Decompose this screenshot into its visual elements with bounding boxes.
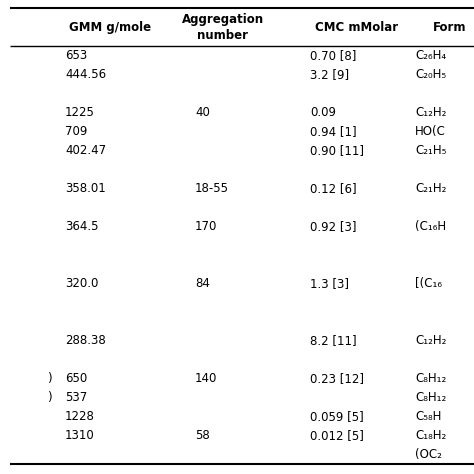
Text: 18-55: 18-55 bbox=[195, 182, 229, 195]
Text: 402.47: 402.47 bbox=[65, 144, 106, 157]
Text: 1310: 1310 bbox=[65, 429, 95, 442]
Text: 1.3 [3]: 1.3 [3] bbox=[310, 277, 349, 290]
Text: 3.2 [9]: 3.2 [9] bbox=[310, 68, 349, 81]
Text: 1228: 1228 bbox=[65, 410, 95, 423]
Text: Form: Form bbox=[433, 20, 467, 34]
Text: C₈H₁₂: C₈H₁₂ bbox=[415, 372, 446, 385]
Text: C₁₈H₂: C₁₈H₂ bbox=[415, 429, 446, 442]
Text: 288.38: 288.38 bbox=[65, 334, 106, 347]
Text: 537: 537 bbox=[65, 391, 87, 404]
Text: 0.012 [5]: 0.012 [5] bbox=[310, 429, 364, 442]
Text: 358.01: 358.01 bbox=[65, 182, 106, 195]
Text: 0.94 [1]: 0.94 [1] bbox=[310, 125, 356, 138]
Text: GMM g/mole: GMM g/mole bbox=[69, 20, 151, 34]
Text: 650: 650 bbox=[65, 372, 87, 385]
Text: 58: 58 bbox=[195, 429, 210, 442]
Text: 0.12 [6]: 0.12 [6] bbox=[310, 182, 356, 195]
Text: 1225: 1225 bbox=[65, 106, 95, 119]
Text: 364.5: 364.5 bbox=[65, 220, 99, 233]
Text: HO(C: HO(C bbox=[415, 125, 446, 138]
Text: Aggregation
number: Aggregation number bbox=[182, 12, 264, 42]
Text: 0.90 [11]: 0.90 [11] bbox=[310, 144, 364, 157]
Text: 170: 170 bbox=[195, 220, 218, 233]
Text: C₂₁H₅: C₂₁H₅ bbox=[415, 144, 447, 157]
Text: 140: 140 bbox=[195, 372, 218, 385]
Text: 0.09: 0.09 bbox=[310, 106, 336, 119]
Text: 709: 709 bbox=[65, 125, 87, 138]
Text: C₁₂H₂: C₁₂H₂ bbox=[415, 106, 447, 119]
Text: 0.70 [8]: 0.70 [8] bbox=[310, 49, 356, 62]
Text: ): ) bbox=[47, 391, 52, 404]
Text: ): ) bbox=[47, 372, 52, 385]
Text: 320.0: 320.0 bbox=[65, 277, 99, 290]
Text: (C₁₆H: (C₁₆H bbox=[415, 220, 446, 233]
Text: 0.059 [5]: 0.059 [5] bbox=[310, 410, 364, 423]
Text: (OC₂: (OC₂ bbox=[415, 448, 442, 461]
Text: 653: 653 bbox=[65, 49, 87, 62]
Text: 84: 84 bbox=[195, 277, 210, 290]
Text: 0.92 [3]: 0.92 [3] bbox=[310, 220, 356, 233]
Text: C₂₆H₄: C₂₆H₄ bbox=[415, 49, 446, 62]
Text: 40: 40 bbox=[195, 106, 210, 119]
Text: C₈H₁₂: C₈H₁₂ bbox=[415, 391, 446, 404]
Text: C₅₈H: C₅₈H bbox=[415, 410, 441, 423]
Text: 444.56: 444.56 bbox=[65, 68, 106, 81]
Text: C₁₂H₂: C₁₂H₂ bbox=[415, 334, 447, 347]
Text: [(C₁₆: [(C₁₆ bbox=[415, 277, 442, 290]
Text: CMC mMolar: CMC mMolar bbox=[315, 20, 399, 34]
Text: C₂₀H₅: C₂₀H₅ bbox=[415, 68, 446, 81]
Text: 8.2 [11]: 8.2 [11] bbox=[310, 334, 356, 347]
Text: C₂₁H₂: C₂₁H₂ bbox=[415, 182, 447, 195]
Text: 0.23 [12]: 0.23 [12] bbox=[310, 372, 364, 385]
